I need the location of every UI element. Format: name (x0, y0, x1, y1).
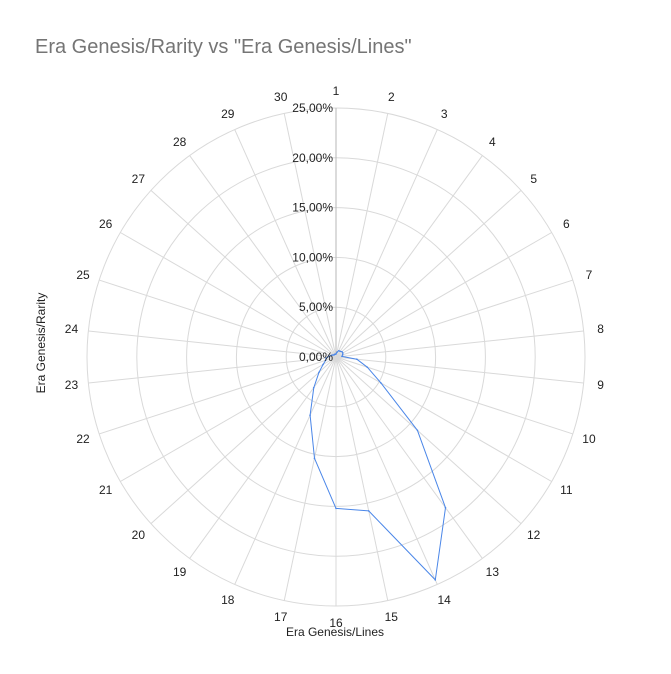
category-label: 25 (76, 268, 90, 282)
chart-title: Era Genesis/Rarity vs "Era Genesis/Lines… (35, 36, 412, 58)
series-point (313, 457, 316, 460)
grid-spoke (335, 113, 389, 358)
category-label: 23 (65, 378, 79, 392)
grid-spoke (150, 190, 337, 358)
category-label: 18 (221, 593, 235, 607)
series-point (367, 510, 370, 512)
category-label: 19 (173, 565, 187, 579)
grid-spoke (335, 129, 438, 358)
grid-spoke (283, 113, 337, 358)
category-label: 11 (560, 483, 573, 497)
category-label: 29 (221, 107, 235, 121)
category-label: 5 (530, 172, 537, 186)
series-point (416, 429, 419, 432)
grid-spoke (283, 356, 337, 601)
series-point (341, 355, 343, 358)
series-point (335, 507, 337, 510)
series-point (339, 350, 341, 353)
grid-spoke (335, 356, 552, 482)
grid-spoke (120, 356, 337, 482)
category-label: 14 (438, 593, 452, 607)
series-point (322, 363, 324, 366)
grid-spoke (234, 356, 337, 585)
x-axis-title: Era Genesis/Lines (286, 625, 384, 639)
grid-spoke (189, 356, 337, 559)
category-label: 2 (388, 90, 395, 104)
series-point (324, 359, 327, 362)
grid-spoke (335, 356, 522, 524)
series-point (356, 358, 358, 360)
category-label: 30 (274, 90, 288, 104)
radial-tick-label: 0,00% (299, 350, 333, 364)
category-label: 8 (597, 322, 604, 336)
series-point (331, 354, 334, 356)
grid-spoke (99, 356, 337, 435)
series-point (309, 414, 311, 417)
series-point (434, 579, 437, 581)
category-label: 21 (99, 483, 113, 497)
category-label: 12 (527, 528, 541, 542)
radial-tick-label: 25,00% (292, 101, 333, 115)
category-label: 24 (65, 322, 79, 336)
grid-spoke (335, 330, 584, 358)
grid-spoke (120, 232, 337, 358)
radial-tick-labels: 0,00% 5,00% 10,00% 15,00% 20,00% 25,00% (292, 101, 333, 364)
series-point (325, 357, 327, 359)
category-label: 28 (173, 135, 187, 149)
y-axis-title: Era Genesis/Rarity (34, 293, 48, 394)
grid-spoke (150, 356, 337, 524)
grid-spoke (335, 279, 573, 358)
grid-spoke (335, 356, 573, 435)
category-label: 20 (132, 528, 146, 542)
category-label: 7 (586, 268, 593, 282)
series-point (334, 353, 337, 355)
series-point (336, 351, 338, 353)
category-label: 27 (132, 172, 146, 186)
grid-spoke (88, 356, 337, 384)
category-label: 13 (486, 565, 500, 579)
grid-spoke (335, 356, 389, 601)
grid-spoke (335, 356, 483, 559)
radial-tick-label: 15,00% (292, 201, 333, 215)
grid-spoke (234, 129, 337, 358)
grid-spoke (335, 232, 552, 358)
category-label: 17 (274, 610, 288, 624)
series-point (342, 352, 344, 354)
category-label: 22 (76, 432, 90, 446)
series-point (328, 355, 330, 358)
grid-spoke (189, 155, 337, 358)
series-point (338, 349, 340, 352)
category-label: 16 (329, 616, 343, 630)
series-point (444, 506, 447, 509)
category-label: 4 (489, 135, 496, 149)
series-point (380, 382, 382, 384)
category-label: 1 (333, 84, 340, 98)
radial-tick-label: 20,00% (292, 151, 333, 165)
series-group (309, 349, 447, 581)
series-point (341, 350, 343, 353)
grid-spoke (335, 356, 438, 585)
category-label: 10 (582, 432, 596, 446)
category-label: 6 (563, 217, 570, 231)
series-point (366, 366, 369, 368)
category-labels: 1 234567891011121314151617181920212223242… (65, 84, 604, 630)
radar-grid (86, 107, 586, 607)
series-point (312, 386, 315, 389)
grid-spoke (335, 356, 584, 384)
grid-spoke (88, 330, 337, 358)
grid-spoke (335, 155, 483, 358)
radial-tick-label: 10,00% (292, 250, 333, 264)
grid-spoke (335, 190, 522, 358)
series-point (341, 354, 344, 356)
grid-spoke (99, 279, 337, 358)
category-label: 26 (99, 217, 113, 231)
radial-tick-label: 5,00% (299, 300, 333, 314)
category-label: 3 (441, 107, 448, 121)
category-label: 15 (385, 610, 399, 624)
series-point (318, 371, 320, 374)
category-label: 9 (597, 378, 604, 392)
series-point (330, 354, 333, 357)
